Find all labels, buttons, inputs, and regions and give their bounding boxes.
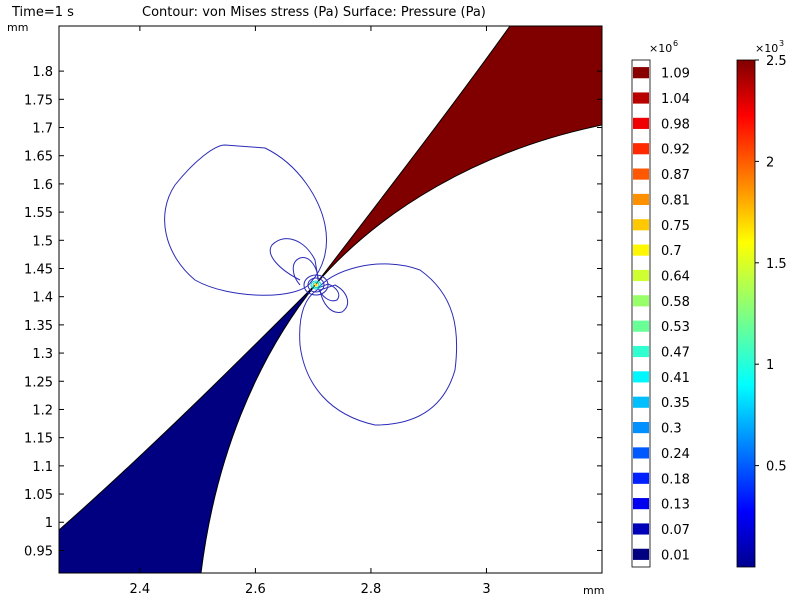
contour-level-band [633,447,649,459]
contour-lower-lobe [299,263,458,426]
contour-legend-label: 0.98 [661,117,690,132]
contour-level-band [633,168,649,180]
plot-area [59,26,602,573]
contour-legend-label: 1.09 [661,67,690,82]
contour-ring-8 [312,282,320,288]
contour-legend-exponent: 6 [673,39,678,48]
surface-legend-exponent: 3 [779,39,784,48]
contour-level-band [633,67,649,79]
contour-legend-label: 0.81 [661,193,690,208]
contour-level-band [633,345,649,358]
y-tick-label: 1.45 [24,262,53,277]
contour-ring-1 [269,238,319,281]
contour-level-band [633,371,649,383]
contour-level-band [633,244,649,256]
contour-legend-label: 0.18 [661,472,690,487]
contour-level-band [633,269,649,282]
x-ticks: 2.4 2.6 2.8 3 [130,26,491,597]
contour-ring-3 [319,284,349,313]
y-tick-label: 1.8 [32,65,53,80]
contour-level-band [633,472,649,484]
contour-legend-label: 0.75 [661,219,690,234]
contour-ring-6 [307,277,325,293]
contour-level-band [633,421,649,434]
contour-legend-frame [631,59,651,568]
contour-ring-5 [303,274,329,296]
y-tick-label: 1 [45,516,53,531]
y-tick-label: 0.95 [24,544,53,559]
contour-upper-lobe [164,144,327,296]
time-label: Time=1 s [11,5,74,20]
y-tick-label: 1.55 [24,206,53,221]
contour-legend-label: 0.24 [661,447,690,462]
contour-level-band [633,92,649,104]
surface-legend-label: 0.5 [766,460,787,475]
y-tick-label: 1.7 [32,122,53,137]
contour-level-band [633,219,649,231]
y-tick-label: 1.25 [24,375,53,390]
upper-right-wedge [315,26,602,285]
contour-legend-label: 0.87 [661,168,690,183]
contour-legend-label: 0.35 [661,396,690,411]
surface-legend-label: 1.5 [766,257,787,272]
y-tick-label: 1.4 [32,291,53,306]
contour-level-band [633,396,649,408]
y-tick-label: 1.2 [32,403,53,418]
y-tick-label: 1.1 [32,460,53,475]
y-tick-label: 1.15 [24,432,53,447]
contour-legend-label: 0.92 [661,143,690,158]
y-tick-label: 1.65 [24,150,53,165]
contour-legend-label: 0.58 [661,295,690,310]
contour-legend-label: 0.13 [661,498,690,513]
x-axis-unit: mm [583,584,604,597]
x-tick-label: 2.6 [245,582,266,597]
contour-legend-label: 0.07 [661,523,690,538]
contour-legend-multiplier: ×10 [649,42,672,55]
y-tick-label: 1.05 [24,488,53,503]
lower-left-wedge [59,283,317,573]
surface-legend: 2.5 2 1.5 1 0.5 [755,54,787,475]
surface-legend-label: 2.5 [766,54,787,69]
contour-level-band [633,295,649,307]
contour-legend-label: 0.41 [661,371,690,386]
contour-legend-label: 0.01 [661,548,690,563]
x-tick-label: 2.8 [361,582,382,597]
contour-level-band [633,143,649,155]
contour-legend-label: 0.64 [661,269,690,284]
y-tick-label: 1.6 [32,178,53,193]
y-tick-label: 1.5 [32,234,53,249]
contour-level-band [633,498,649,510]
surface-legend-label: 1 [766,358,774,373]
contour-level-band [633,117,649,129]
surface-legend-label: 2 [766,155,774,170]
contour-legend-label: 0.7 [661,244,682,259]
y-tick-label: 1.35 [24,319,53,334]
contour-ring-7 [310,280,322,290]
contour-legend-label: 0.47 [661,346,690,361]
y-tick-label: 1.75 [24,93,53,108]
stress-contours [164,144,458,426]
y-axis-unit: mm [7,21,28,34]
crack-tip-marker [314,283,318,287]
plot-title: Contour: von Mises stress (Pa) Surface: … [142,5,486,20]
contour-legend-label: 0.53 [661,320,690,335]
axes-frame [58,25,603,574]
contour-legend: 1.09 1.04 0.98 0.92 0.87 0.81 0.75 0.7 0.64 0.58 0… [631,59,690,568]
y-ticks: 0.95 1 1.05 1.1 1.15 1.2 1.25 1.3 1.35 1.4 1.45 1.5… [24,65,602,559]
x-tick-label: 3 [482,582,490,597]
surface-legend-multiplier: ×10 [755,42,778,55]
contour-level-band [633,320,649,332]
surface-legend-colorbar [736,59,756,568]
contour-legend-label: 1.04 [661,92,690,107]
y-tick-label: 1.3 [32,347,53,362]
contour-level-band [633,193,649,206]
contour-level-band [633,523,649,535]
x-tick-label: 2.4 [130,582,151,597]
contour-ring-2 [292,257,319,286]
contour-level-band [633,548,649,560]
contour-legend-label: 0.3 [661,422,682,437]
contour-ring-4 [317,283,340,302]
